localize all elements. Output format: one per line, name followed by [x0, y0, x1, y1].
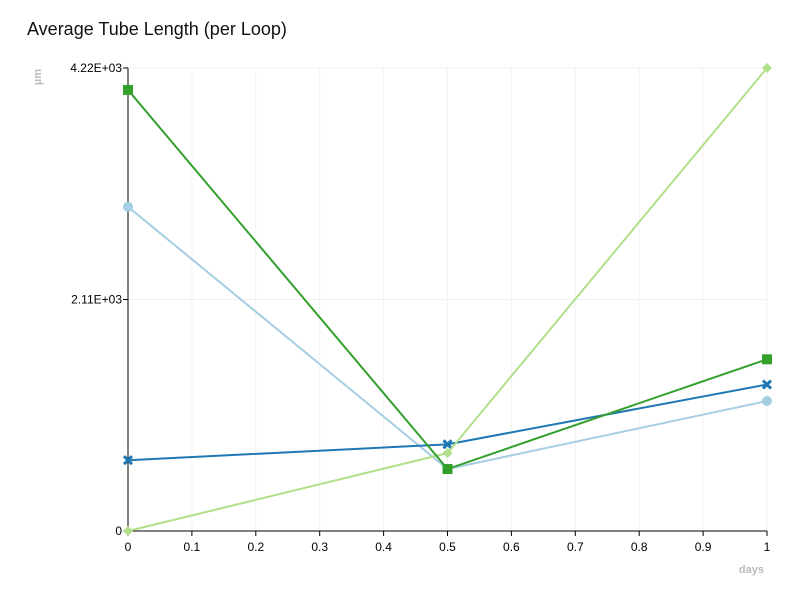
series-2 — [122, 379, 773, 466]
x-axis-label: days — [739, 564, 764, 576]
y-axis-label: µm — [32, 69, 44, 85]
series-3 — [123, 63, 772, 536]
x-tick-label: 0.1 — [184, 540, 201, 554]
x-tick-label: 0.4 — [375, 540, 392, 554]
series-group — [122, 63, 773, 536]
data-point — [762, 395, 772, 406]
x-tick-label: 0.8 — [631, 540, 648, 554]
y-tick-label: 4.22E+03 — [70, 61, 122, 75]
x-tick-label: 1 — [764, 540, 771, 554]
y-tick-label: 0 — [115, 524, 122, 538]
x-tick-label: 0.5 — [439, 540, 456, 554]
data-point — [762, 354, 772, 365]
data-point — [442, 464, 453, 475]
y-tick-label: 2.11E+03 — [71, 293, 122, 307]
data-point — [122, 455, 134, 466]
x-tick-label: 0 — [125, 540, 132, 554]
data-point — [123, 84, 133, 95]
data-point — [123, 201, 133, 212]
gridlines — [128, 67, 768, 532]
data-point — [442, 448, 453, 459]
axes: 0 0.1 0.2 0.3 0.4 0.5 0.6 0.7 0.8 0.9 1 0 2.11E+03 4.… — [70, 61, 770, 554]
data-point — [442, 439, 453, 450]
chart-title: Average Tube Length (per Loop) — [27, 19, 287, 39]
x-tick-label: 0.3 — [311, 540, 328, 554]
data-point — [761, 379, 773, 390]
data-point — [762, 63, 772, 73]
x-tick-label: 0.7 — [567, 540, 584, 554]
x-tick-label: 0.2 — [247, 540, 264, 554]
x-tick-label: 0.9 — [695, 540, 712, 554]
x-tick-label: 0.6 — [503, 540, 520, 554]
series-4 — [123, 84, 772, 475]
data-point — [123, 526, 133, 536]
